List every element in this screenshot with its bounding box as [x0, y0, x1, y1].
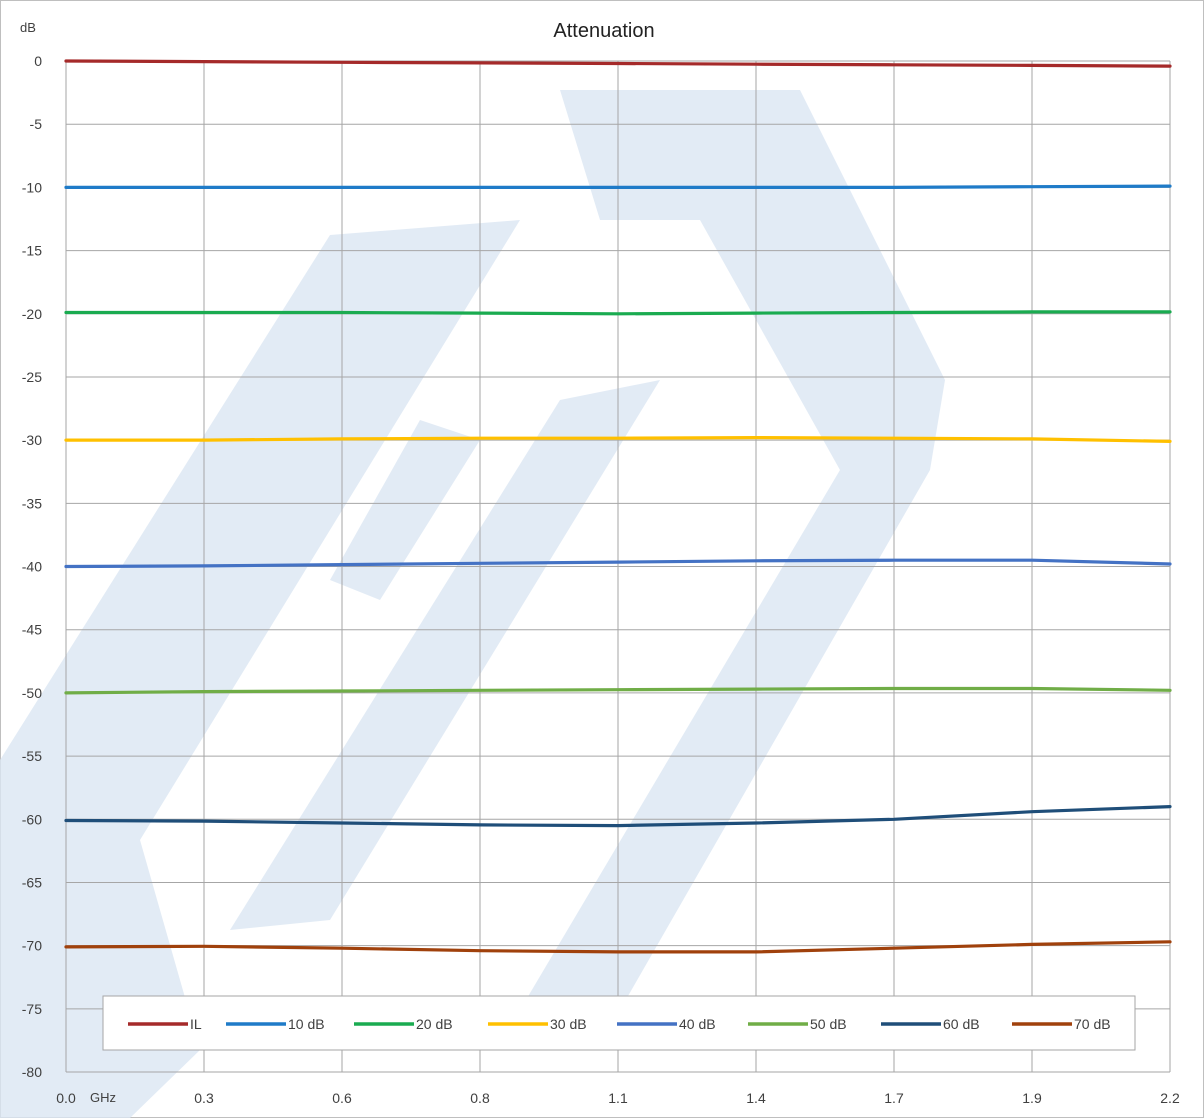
y-tick-label: -35 [22, 495, 42, 511]
y-tick-label: -75 [22, 1001, 42, 1017]
y-axis-ticks: 0 -5 -10 -15 -20 -25 -30 -35 -40 -45 -50 -55 -60 -65 -… [22, 53, 42, 1080]
watermark-stroke-4 [330, 420, 480, 600]
legend-label: 10 dB [288, 1016, 325, 1032]
series-line-3 [64, 436, 1172, 443]
series-line-4 [64, 558, 1172, 569]
y-tick-label: -50 [22, 685, 42, 701]
x-tick-label: 1.9 [1022, 1090, 1042, 1106]
legend-label: 40 dB [679, 1016, 716, 1032]
x-tick-label: 0.0 [56, 1090, 76, 1106]
x-tick-label: 0.3 [194, 1090, 214, 1106]
y-tick-label: -20 [22, 306, 42, 322]
watermark-stroke-3 [520, 90, 945, 1010]
x-tick-label: 0.6 [332, 1090, 352, 1106]
x-tick-label: 1.4 [746, 1090, 766, 1106]
series-lines [64, 59, 1172, 954]
x-tick-label: 1.1 [608, 1090, 628, 1106]
legend-label: 70 dB [1074, 1016, 1111, 1032]
watermark-logo [0, 90, 945, 1118]
legend-label: IL [190, 1016, 202, 1032]
y-tick-label: -80 [22, 1064, 42, 1080]
legend-label: 50 dB [810, 1016, 847, 1032]
x-axis-unit: GHz [90, 1090, 116, 1105]
legend: IL 10 dB 20 dB 30 dB 40 dB 50 dB 60 dB 70 dB [102, 995, 1136, 1051]
y-tick-label: -45 [22, 622, 42, 638]
series-line-2 [64, 310, 1172, 316]
y-tick-label: -30 [22, 432, 42, 448]
x-tick-label: 1.7 [884, 1090, 904, 1106]
y-tick-label: -40 [22, 559, 42, 575]
x-axis-ticks: 0.0 0.3 0.6 0.8 1.1 1.4 1.7 1.9 2.2 [56, 1090, 1180, 1106]
x-tick-label: 2.2 [1160, 1090, 1180, 1106]
series-line-7 [64, 940, 1172, 954]
series-line-0 [64, 59, 1172, 68]
y-tick-label: 0 [34, 53, 42, 69]
x-tick-label: 0.8 [470, 1090, 490, 1106]
y-tick-label: -15 [22, 243, 42, 259]
watermark-stroke-1 [0, 220, 520, 1118]
chart-title: Attenuation [553, 20, 654, 42]
y-tick-label: -5 [30, 116, 43, 132]
y-axis-unit: dB [20, 20, 36, 35]
legend-label: 30 dB [550, 1016, 587, 1032]
series-line-6 [64, 804, 1172, 828]
series-line-5 [64, 686, 1172, 695]
y-tick-label: -25 [22, 369, 42, 385]
legend-label: 60 dB [943, 1016, 980, 1032]
watermark-stroke-2 [230, 380, 660, 930]
y-tick-label: -10 [22, 179, 42, 195]
y-tick-label: -60 [22, 811, 42, 827]
y-tick-label: -65 [22, 874, 42, 890]
series-line-1 [64, 184, 1172, 189]
y-tick-label: -70 [22, 938, 42, 954]
y-tick-label: -55 [22, 748, 42, 764]
legend-label: 20 dB [416, 1016, 453, 1032]
